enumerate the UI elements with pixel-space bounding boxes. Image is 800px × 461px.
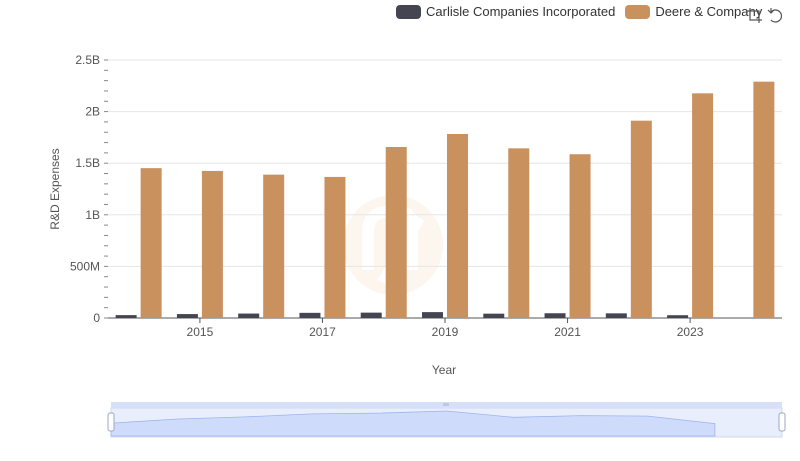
bar-carlisle-2018[interactable]: [360, 312, 382, 318]
bar-carlisle-2023[interactable]: [667, 315, 689, 318]
legend: Carlisle Companies Incorporated Deere & …: [396, 4, 772, 19]
legend-swatch-deere: [625, 4, 651, 19]
y-tick-label: 500M: [70, 259, 100, 273]
grip-icon: [443, 403, 449, 406]
x-axis-title: Year: [432, 363, 456, 377]
y-tick-label: 2B: [85, 105, 100, 119]
bar-deere-2018[interactable]: [385, 146, 407, 318]
x-tick-label: 2015: [187, 325, 214, 339]
restore-icon[interactable]: [767, 7, 784, 24]
bar-deere-2022[interactable]: [630, 120, 652, 318]
legend-item-deere[interactable]: Deere & Company: [625, 4, 762, 19]
bar-carlisle-2016[interactable]: [238, 313, 260, 318]
bar-deere-2021[interactable]: [569, 154, 591, 318]
bar-deere-2017[interactable]: [324, 176, 346, 318]
bars: [115, 81, 775, 318]
legend-item-carlisle[interactable]: Carlisle Companies Incorporated: [396, 4, 615, 19]
x-tick-label: 2019: [432, 325, 459, 339]
x-tick-label: 2023: [677, 325, 704, 339]
zoom-slider-handle-bar[interactable]: [111, 402, 782, 408]
bar-carlisle-2017[interactable]: [299, 312, 321, 318]
bar-deere-2019[interactable]: [447, 133, 468, 318]
bar-carlisle-2022[interactable]: [605, 313, 627, 318]
zoom-slider[interactable]: [107, 402, 786, 438]
bar-deere-2024[interactable]: [753, 81, 775, 318]
bar-carlisle-2019[interactable]: [422, 312, 443, 318]
bar-carlisle-2020[interactable]: [483, 313, 505, 318]
legend-label-carlisle: Carlisle Companies Incorporated: [426, 4, 616, 19]
x-tick-label: 2021: [554, 325, 581, 339]
x-axis: 2015 2017 2019 2021 2023: [108, 317, 782, 339]
crop-zoom-icon[interactable]: [746, 7, 763, 24]
bar-carlisle-2021[interactable]: [544, 313, 566, 318]
legend-swatch-carlisle: [396, 4, 421, 19]
bar-carlisle-2014[interactable]: [115, 315, 137, 318]
y-tick-label: 2.5B: [75, 53, 100, 67]
toolbox: [746, 7, 784, 24]
zoom-slider-right-handle[interactable]: [778, 412, 786, 432]
bar-deere-2016[interactable]: [263, 174, 285, 318]
zoom-slider-preview: [110, 410, 716, 437]
bar-deere-2023[interactable]: [692, 93, 714, 318]
y-tick-label: 1.5B: [75, 156, 100, 170]
bar-deere-2015[interactable]: [201, 170, 223, 318]
legend-label-deere: Deere & Company: [655, 4, 763, 19]
y-axis: 0 500M 1B 1.5B 2B 2.5B: [70, 53, 108, 325]
zoom-slider-left-handle[interactable]: [107, 412, 115, 432]
bar-carlisle-2015[interactable]: [176, 314, 198, 318]
y-tick-label: 0: [93, 311, 100, 325]
x-tick-label: 2017: [309, 325, 336, 339]
y-axis-title: R&D Expenses: [48, 148, 62, 229]
bar-deere-2014[interactable]: [140, 168, 162, 318]
y-tick-label: 1B: [85, 208, 100, 222]
bar-deere-2020[interactable]: [508, 148, 530, 318]
